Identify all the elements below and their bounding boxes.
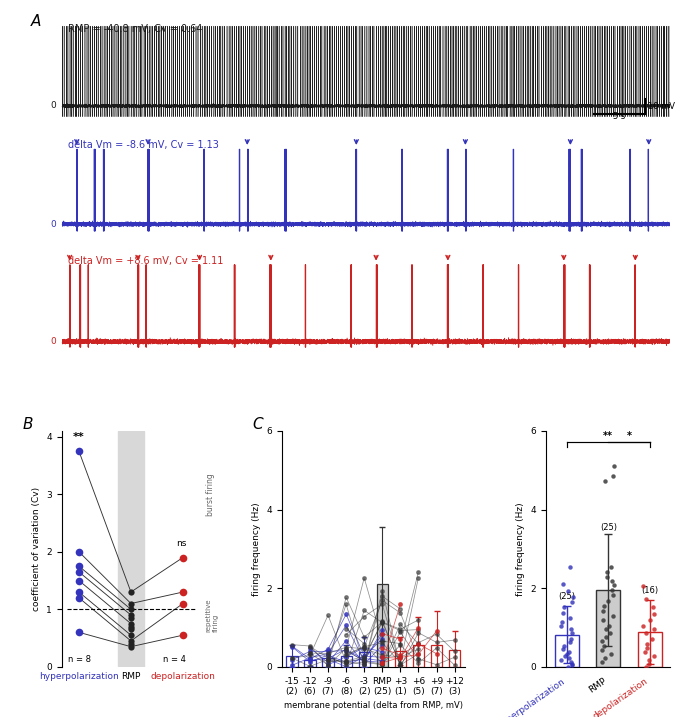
Text: 10 mV: 10 mV [648, 103, 675, 111]
Bar [637, 632, 661, 667]
Text: delta Vm = -8.6 mV, Cv = 1.13: delta Vm = -8.6 mV, Cv = 1.13 [68, 141, 218, 151]
X-axis label: membrane potential (delta from RMP, mV): membrane potential (delta from RMP, mV) [284, 701, 463, 711]
Text: 5 s: 5 s [614, 112, 626, 121]
Text: burst firing: burst firing [206, 473, 215, 516]
Bar [596, 590, 620, 667]
Bar [377, 584, 388, 667]
Text: RMP = -40.8 mV, Cv = 0.64: RMP = -40.8 mV, Cv = 0.64 [68, 24, 202, 34]
Bar [304, 660, 315, 667]
Text: n = 8: n = 8 [68, 655, 92, 664]
Text: n = 4: n = 4 [163, 655, 186, 664]
Bar [413, 645, 424, 667]
Text: *: * [627, 431, 631, 441]
Text: (25): (25) [558, 592, 575, 601]
Bar [118, 431, 144, 667]
Bar [341, 656, 352, 667]
Y-axis label: firing frequency (Hz): firing frequency (Hz) [516, 502, 525, 596]
Bar [287, 656, 298, 667]
Text: (25): (25) [600, 523, 617, 531]
Text: ns: ns [176, 539, 187, 548]
Bar [358, 652, 370, 667]
Text: delta Vm = +8.6 mV, Cv = 1.11: delta Vm = +8.6 mV, Cv = 1.11 [68, 257, 223, 267]
Text: C: C [253, 417, 263, 432]
Text: A: A [31, 14, 42, 29]
Text: 0: 0 [51, 102, 57, 110]
Text: **: ** [603, 431, 614, 441]
Bar [555, 635, 579, 667]
Y-axis label: coefficient of variation (Cv): coefficient of variation (Cv) [31, 487, 40, 611]
Bar [449, 650, 460, 667]
Bar [395, 651, 406, 667]
Bar [431, 645, 442, 667]
Text: (16): (16) [641, 586, 658, 595]
Text: B: B [23, 417, 34, 432]
Y-axis label: firing frequency (Hz): firing frequency (Hz) [252, 502, 261, 596]
Bar [322, 658, 334, 667]
Text: repetitive
firing: repetitive firing [206, 598, 219, 632]
Text: 0: 0 [51, 337, 57, 346]
Text: 0: 0 [51, 219, 57, 229]
Text: **: ** [73, 432, 85, 442]
